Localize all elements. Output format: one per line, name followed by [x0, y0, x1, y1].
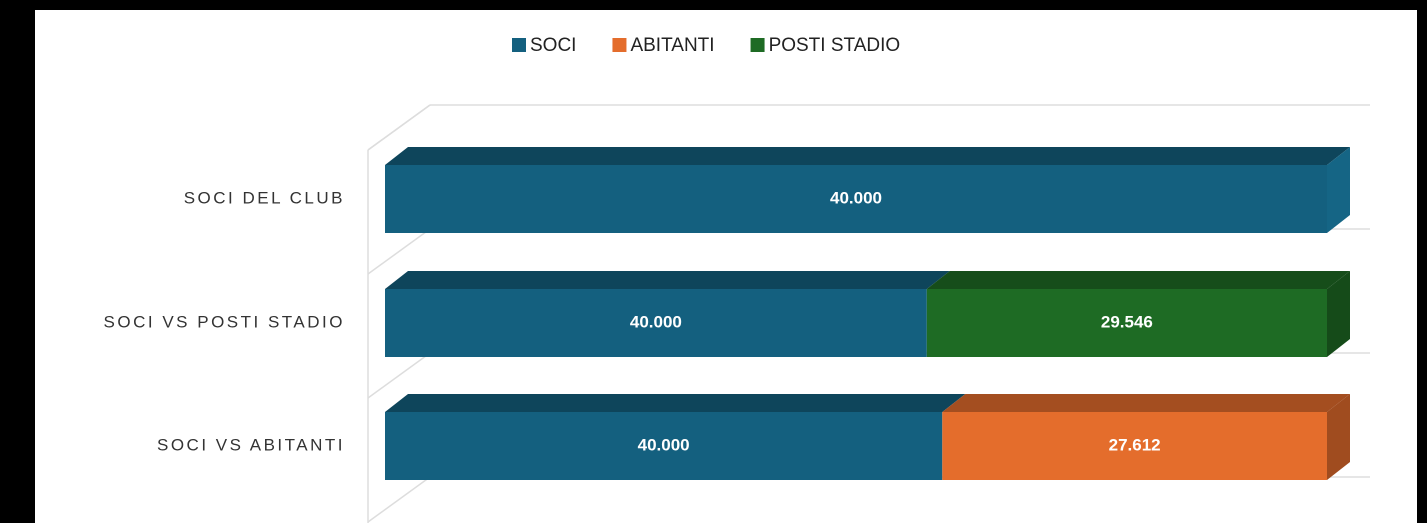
floor-line: [367, 476, 431, 523]
bar-top: [942, 394, 1350, 412]
category-label: SOCI DEL CLUB: [184, 188, 345, 207]
legend-swatch: [750, 38, 765, 52]
category-label: SOCI VS ABITANTI: [157, 435, 345, 454]
bar: [385, 165, 1327, 233]
bar: [385, 289, 927, 357]
bar-top: [926, 271, 1350, 289]
value-label: 40.000: [638, 435, 690, 454]
category-label: SOCI VS POSTI STADIO: [104, 312, 345, 331]
value-label: 27.612: [1109, 435, 1161, 454]
bar-top: [385, 394, 966, 412]
value-label: 40.000: [830, 188, 882, 207]
value-label: 29.546: [1101, 312, 1153, 331]
bar-side: [1327, 271, 1350, 357]
bar-top: [385, 271, 950, 289]
legend-label: ABITANTI: [630, 35, 714, 56]
legend-swatch: [512, 38, 526, 52]
bar: [942, 412, 1327, 480]
legend-label: SOCI: [530, 35, 576, 56]
bar-side: [1327, 394, 1350, 480]
floor-line: [367, 352, 431, 399]
bar-top: [385, 147, 1350, 165]
legend-swatch: [612, 38, 627, 52]
bar-side: [1327, 147, 1350, 233]
bar: [926, 289, 1327, 357]
legend-label: POSTI STADIO: [769, 35, 901, 56]
floor-line: [367, 104, 431, 151]
bar: [385, 412, 943, 480]
floor-line: [367, 228, 431, 275]
value-label: 40.000: [630, 312, 682, 331]
